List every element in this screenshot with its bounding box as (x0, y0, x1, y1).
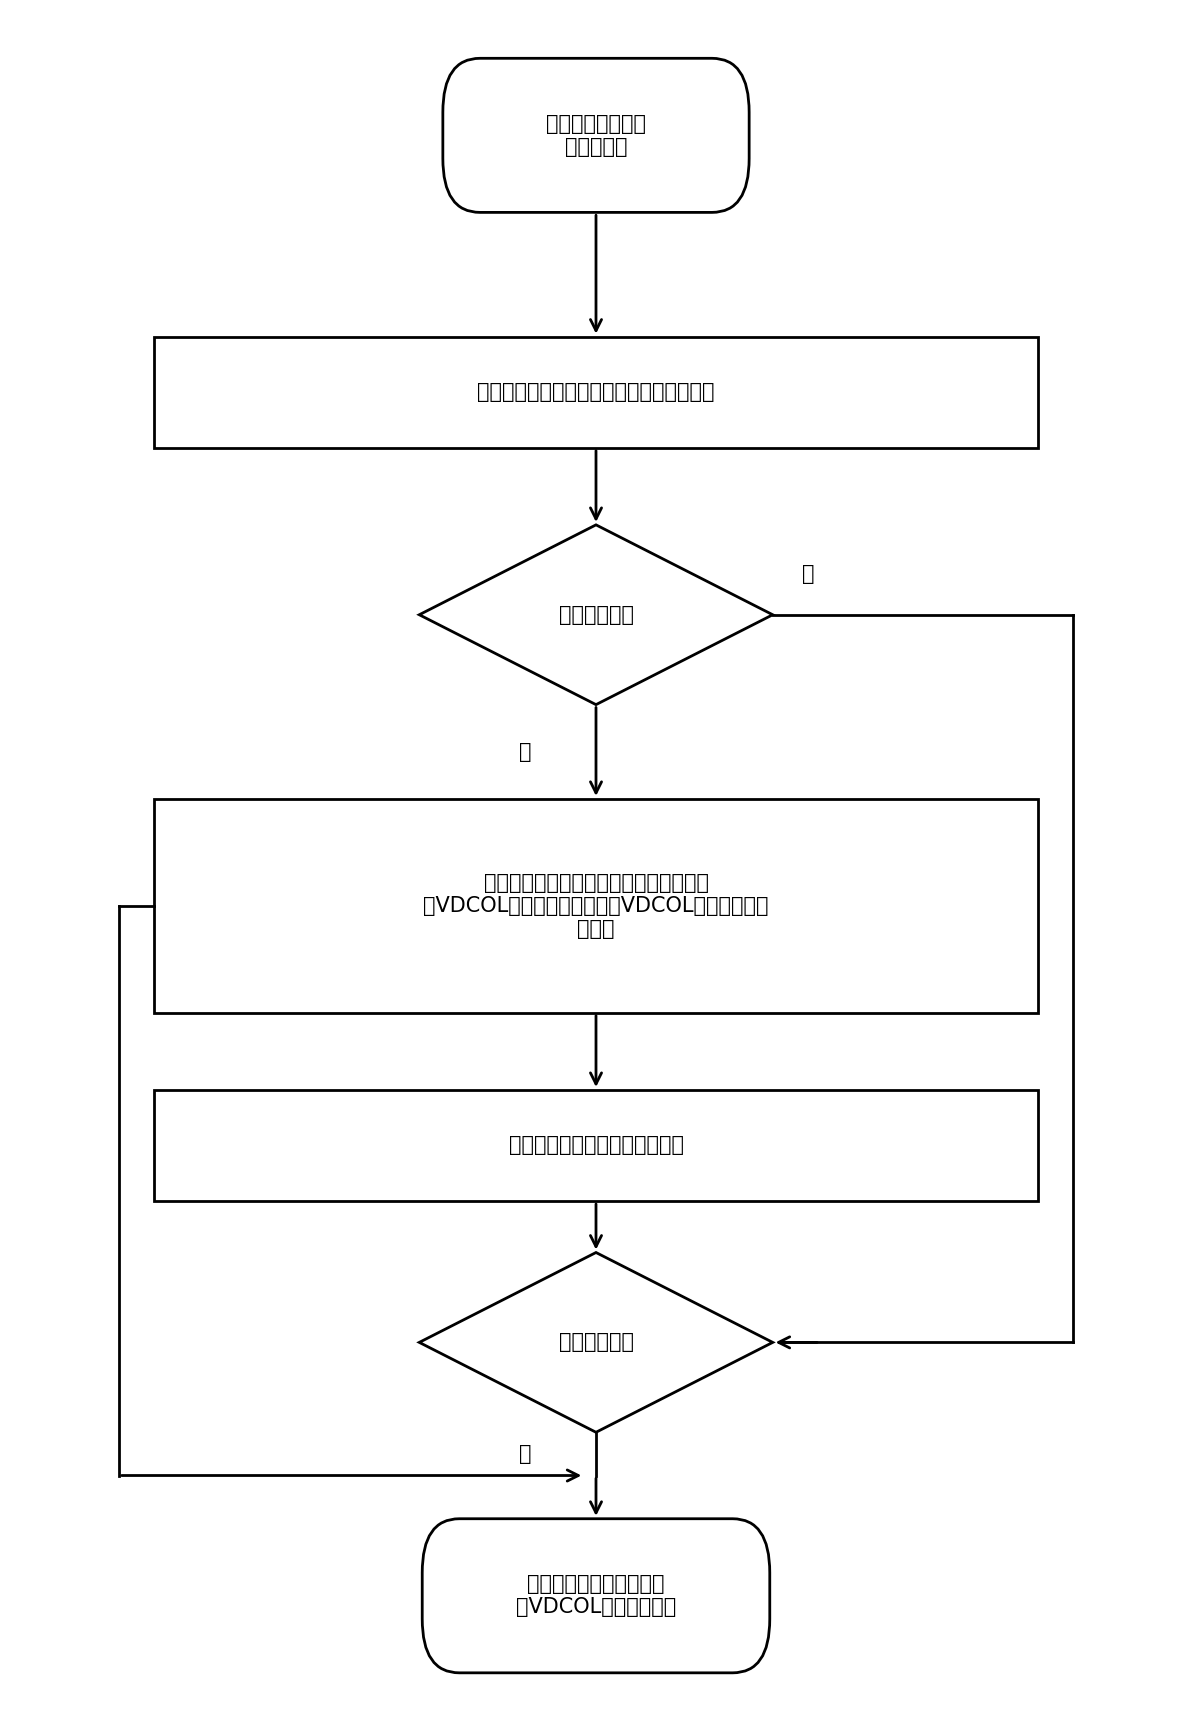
Text: 是: 是 (519, 742, 532, 761)
Text: 判断逆变站换流母线交流电压是否持续偏低: 判断逆变站换流母线交流电压是否持续偏低 (477, 381, 715, 402)
Polygon shape (420, 1253, 772, 1433)
Text: 执行抑制振荡措施：即修改低压限流环节
（VDCOL）的控制参数，降低VDCOL环节中电流恢
复速度: 执行抑制振荡措施：即修改低压限流环节 （VDCOL）的控制参数，降低VDCOL环… (423, 873, 769, 939)
FancyBboxPatch shape (443, 59, 749, 212)
FancyBboxPatch shape (422, 1519, 770, 1672)
Text: 当逆变站附近发生
交流故障时: 当逆变站附近发生 交流故障时 (546, 114, 646, 157)
Text: 是否满足条件: 是否满足条件 (559, 604, 633, 625)
Text: 是否满足条件: 是否满足条件 (559, 1332, 633, 1353)
Text: 判断换流母线交流电压稳步恢复: 判断换流母线交流电压稳步恢复 (509, 1136, 683, 1155)
Text: 是: 是 (519, 1445, 532, 1464)
Bar (154, 337, 1038, 447)
Bar (154, 799, 1038, 1013)
Text: 整流站、逆变站仍旧按照
原VDCOL参数进行控制: 整流站、逆变站仍旧按照 原VDCOL参数进行控制 (516, 1574, 676, 1617)
Polygon shape (420, 525, 772, 704)
Text: 否: 否 (802, 564, 814, 583)
Bar (154, 1089, 1038, 1201)
